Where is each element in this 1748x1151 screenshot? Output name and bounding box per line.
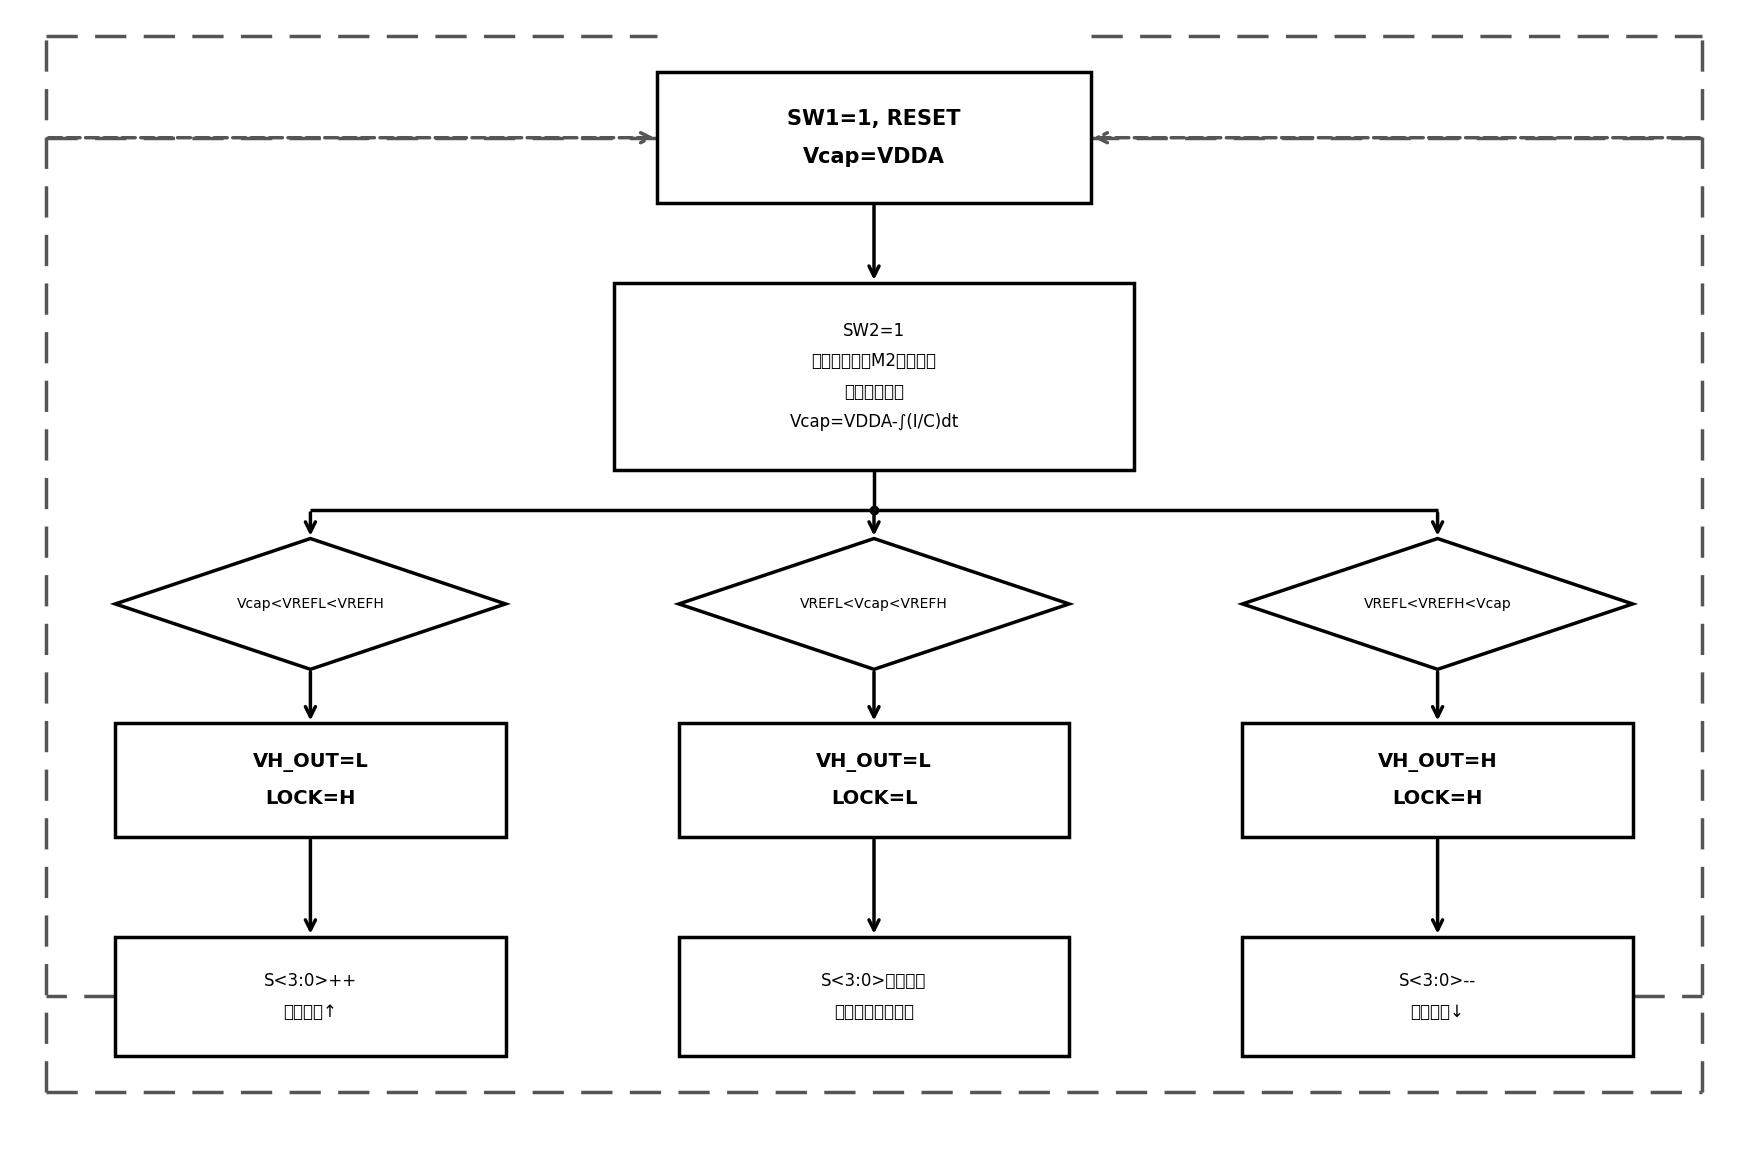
Text: VREFL<Vcap<VREFH: VREFL<Vcap<VREFH: [801, 597, 947, 611]
Text: 电容阵列↓: 电容阵列↓: [1411, 1003, 1465, 1021]
Text: S<3:0>保持不变: S<3:0>保持不变: [822, 971, 926, 990]
Text: VH_OUT=H: VH_OUT=H: [1377, 753, 1498, 772]
Text: LOCK=L: LOCK=L: [830, 788, 918, 808]
Text: Vcap<VREFL<VREFH: Vcap<VREFL<VREFH: [236, 597, 385, 611]
Text: Vcap=VDDA-∫(I/C)dt: Vcap=VDDA-∫(I/C)dt: [790, 413, 958, 432]
Text: LOCK=H: LOCK=H: [1393, 788, 1482, 808]
Text: VH_OUT=L: VH_OUT=L: [816, 753, 932, 772]
Bar: [1243, 723, 1633, 837]
Polygon shape: [1243, 539, 1633, 670]
Text: VREFL<VREFH<Vcap: VREFL<VREFH<Vcap: [1363, 597, 1512, 611]
Polygon shape: [115, 539, 505, 670]
Bar: [678, 937, 1070, 1055]
Text: 尾电流源通过M2对电容阵: 尾电流源通过M2对电容阵: [811, 352, 937, 371]
Text: 列进行放电，: 列进行放电，: [844, 383, 904, 401]
Bar: [614, 283, 1134, 471]
Text: 电容阵列保持不变: 电容阵列保持不变: [834, 1003, 914, 1021]
Bar: [1243, 937, 1633, 1055]
Bar: [678, 723, 1070, 837]
Bar: [115, 723, 505, 837]
Text: SW2=1: SW2=1: [843, 321, 905, 340]
Text: LOCK=H: LOCK=H: [266, 788, 355, 808]
Text: VH_OUT=L: VH_OUT=L: [252, 753, 369, 772]
Text: SW1=1, RESET: SW1=1, RESET: [787, 108, 961, 129]
Polygon shape: [678, 539, 1070, 670]
Bar: [657, 73, 1091, 203]
Text: 电容阵列↑: 电容阵列↑: [283, 1003, 337, 1021]
Text: S<3:0>--: S<3:0>--: [1398, 971, 1475, 990]
Text: Vcap=VDDA: Vcap=VDDA: [802, 147, 946, 167]
Bar: [115, 937, 505, 1055]
Text: S<3:0>++: S<3:0>++: [264, 971, 357, 990]
